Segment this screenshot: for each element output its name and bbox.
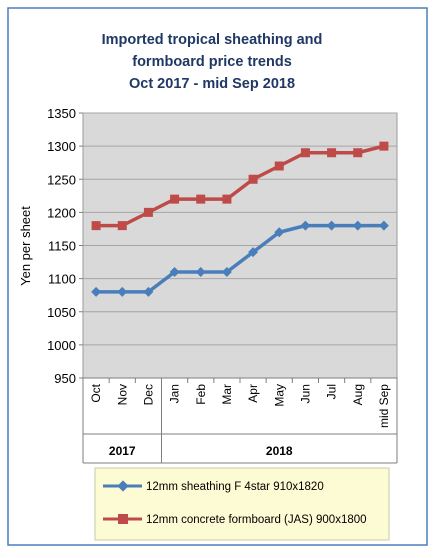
y-tick-label-1250: 1250 xyxy=(47,172,76,187)
x-tick-label-0: Oct xyxy=(89,383,103,402)
chart-title-line-2: formboard price trends xyxy=(132,54,292,70)
y-tick-label-1200: 1200 xyxy=(47,205,76,220)
x-axis: Oct Nov Dec Jan Feb Mar Apr May Jun Jul Aug mid Sep… xyxy=(82,377,398,464)
series-0-point-7 xyxy=(274,227,285,238)
legend-box xyxy=(94,467,390,541)
series-1-point-9 xyxy=(327,148,337,158)
series-0-point-8 xyxy=(300,220,311,231)
y-axis-ticks: 950 1000 1050 1100 1150 1200 1250 1300 1350 xyxy=(47,106,83,386)
x-tick-label-7: May xyxy=(272,384,286,407)
legend-marker-formboard xyxy=(118,514,128,524)
series-1-point-1 xyxy=(117,221,127,231)
chart-title-line-1: Imported tropical sheathing and xyxy=(102,32,323,48)
y-tick-label-1000: 1000 xyxy=(47,338,76,353)
gridlines xyxy=(83,112,397,346)
y-axis-label: Yen per sheet xyxy=(18,206,33,286)
series-1-point-3 xyxy=(170,194,180,204)
y-tick-label-1050: 1050 xyxy=(47,305,76,320)
x-tick-label-5: Mar xyxy=(220,384,234,405)
series-1-point-5 xyxy=(222,194,232,204)
series-1-point-11 xyxy=(379,141,389,151)
series-0-point-2 xyxy=(143,286,154,297)
chart-title-line-3: Oct 2017 - mid Sep 2018 xyxy=(129,76,295,92)
series-1-point-0 xyxy=(91,221,101,231)
series-1-point-10 xyxy=(353,148,363,158)
series-0-point-10 xyxy=(352,220,363,231)
y-tick-label-1350: 1350 xyxy=(47,106,76,121)
series-0-point-6 xyxy=(248,247,259,258)
x-tick-label-11: mid Sep xyxy=(377,384,391,428)
series-0-point-3 xyxy=(169,267,180,277)
series-1-point-2 xyxy=(143,207,153,217)
x-tick-label-1: Nov xyxy=(115,384,129,405)
series-0-point-4 xyxy=(195,267,206,277)
series-1-point-8 xyxy=(300,148,310,158)
y-tick-label-1300: 1300 xyxy=(47,139,76,154)
year-group-label-2017: 2017 xyxy=(109,444,136,458)
x-tick-label-6: Apr xyxy=(246,384,260,403)
x-tick-label-2: Dec xyxy=(141,384,155,405)
series-0-point-5 xyxy=(221,267,232,277)
x-tick-label-8: Jun xyxy=(298,384,312,403)
y-tick-label-1100: 1100 xyxy=(48,272,76,287)
y-tick-label-950: 950 xyxy=(54,371,76,386)
series-1-point-7 xyxy=(274,161,284,171)
legend-label-sheathing: 12mm sheathing F 4star 910x1820 xyxy=(146,481,324,493)
x-tick-label-3: Jan xyxy=(168,384,182,403)
series-0-point-9 xyxy=(326,220,337,231)
x-tick-label-9: Jul xyxy=(325,384,339,399)
series-1-point-6 xyxy=(248,174,258,184)
legend-label-formboard: 12mm concrete formboard (JAS) 900x1800 xyxy=(146,514,367,526)
y-tick-label-1150: 1150 xyxy=(48,239,76,254)
legend-entry-formboard: 12mm concrete formboard (JAS) 900x1800 xyxy=(103,514,367,526)
x-tick-label-10: Aug xyxy=(351,384,365,405)
series-1-point-4 xyxy=(196,194,206,204)
series-0-point-11 xyxy=(378,220,389,231)
x-tick-label-4: Feb xyxy=(194,384,208,405)
year-group-label-2018: 2018 xyxy=(266,444,293,458)
